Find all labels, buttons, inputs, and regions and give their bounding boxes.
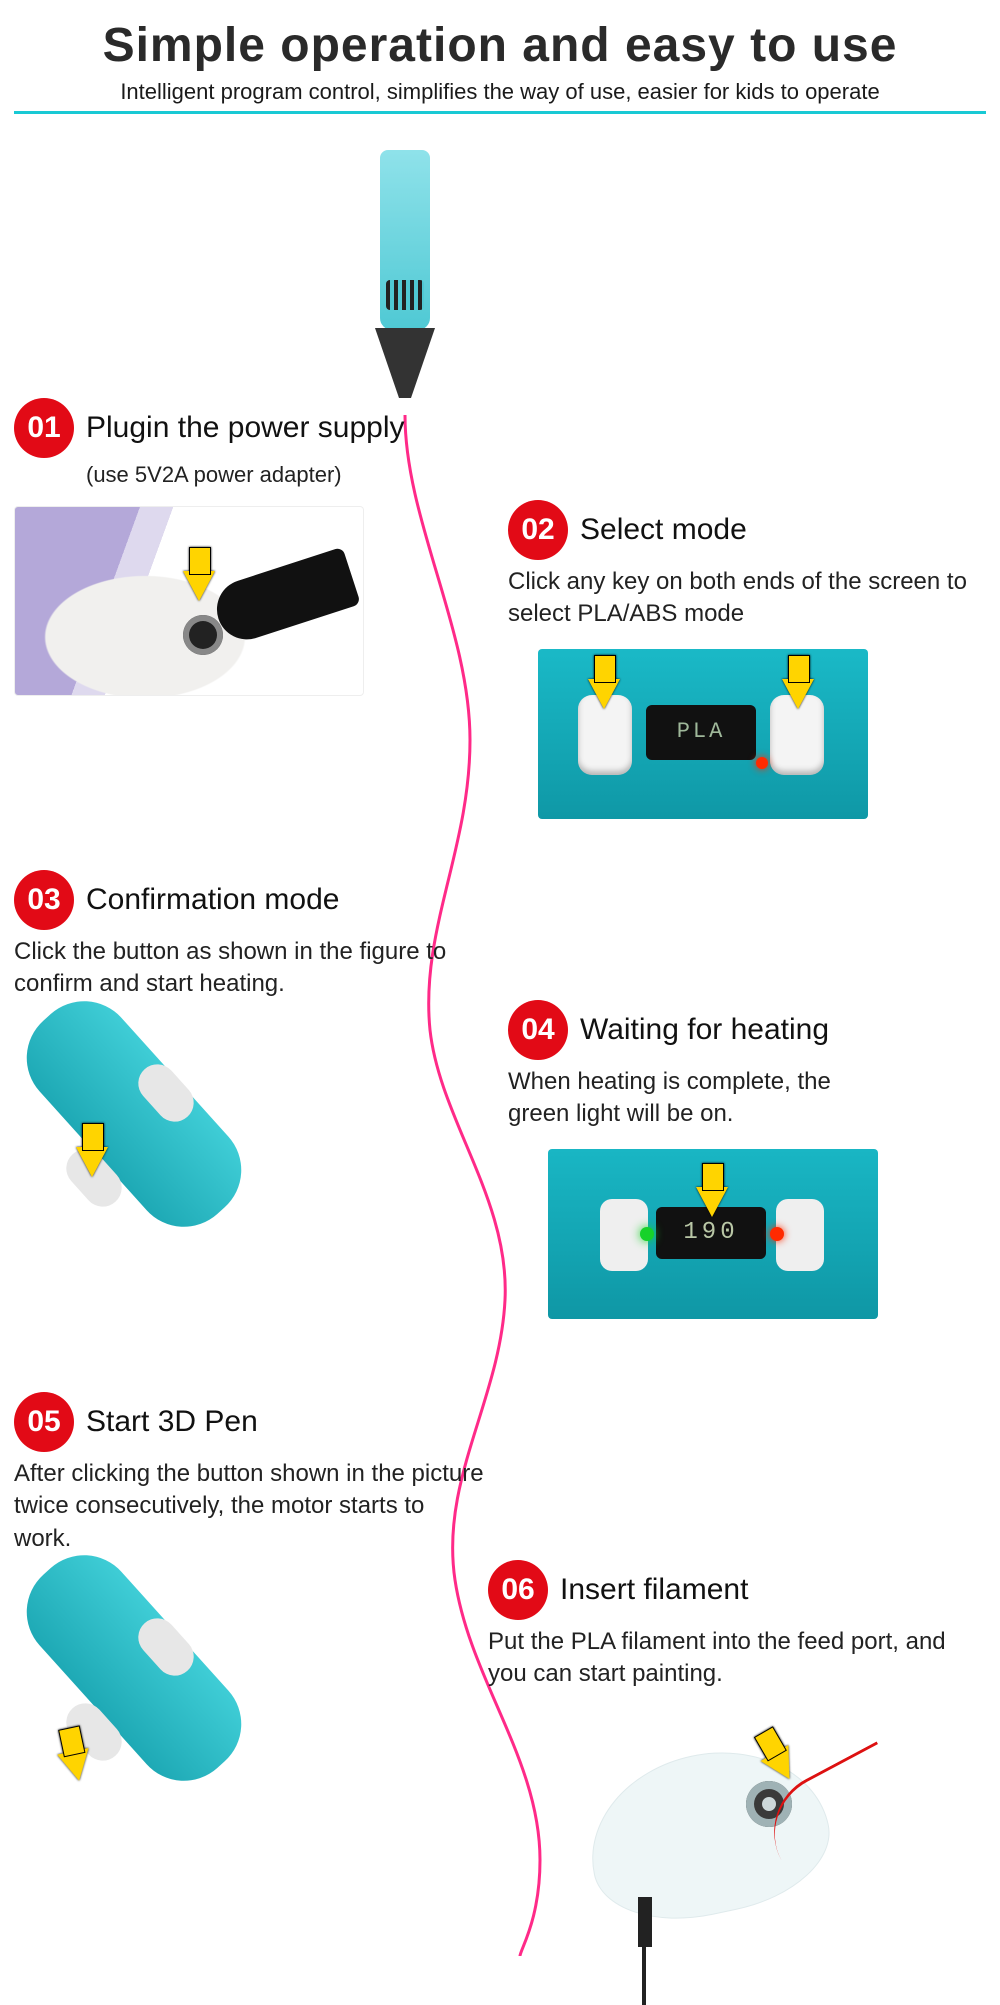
page-subtitle: Intelligent program control, simplifies … <box>0 79 1000 105</box>
arrow-down-icon <box>588 679 620 709</box>
arrow-down-icon <box>76 1147 108 1177</box>
photo-insert-filament <box>548 1709 878 1949</box>
photo-confirm-button <box>14 1019 264 1319</box>
step-05: 05 Start 3D Pen After clicking the butto… <box>14 1392 484 1878</box>
step-badge: 02 <box>508 500 568 560</box>
page-title: Simple operation and easy to use <box>0 18 1000 73</box>
step-desc: After clicking the button shown in the p… <box>14 1458 484 1555</box>
title-underline <box>14 111 986 114</box>
step-title: Plugin the power supply <box>86 411 405 445</box>
step-01: 01 Plugin the power supply (use 5V2A pow… <box>14 398 484 701</box>
header: Simple operation and easy to use Intelli… <box>0 0 1000 114</box>
step-title: Select mode <box>580 513 747 547</box>
photo-start-button <box>14 1573 264 1873</box>
step-06: 06 Insert filament Put the PLA filament … <box>488 1560 988 1954</box>
arrow-down-icon <box>57 1748 95 1784</box>
step-note: (use 5V2A power adapter) <box>86 462 484 488</box>
step-badge: 05 <box>14 1392 74 1452</box>
arrow-down-icon <box>183 571 215 601</box>
step-badge: 04 <box>508 1000 568 1060</box>
step-desc: Put the PLA filament into the feed port,… <box>488 1626 988 1691</box>
step-04: 04 Waiting for heating When heating is c… <box>508 1000 978 1324</box>
photo-power-plug <box>14 506 364 696</box>
step-title: Confirmation mode <box>86 883 339 917</box>
step-02: 02 Select mode Click any key on both end… <box>508 500 978 824</box>
photo-heating-lcd <box>548 1149 878 1319</box>
step-badge: 01 <box>14 398 74 458</box>
step-desc: Click any key on both ends of the screen… <box>508 566 978 631</box>
arrow-down-icon <box>696 1187 728 1217</box>
step-03: 03 Confirmation mode Click the button as… <box>14 870 484 1324</box>
step-badge: 03 <box>14 870 74 930</box>
step-title: Waiting for heating <box>580 1013 829 1047</box>
arrow-down-icon <box>782 679 814 709</box>
pen-illustration <box>350 150 460 410</box>
step-badge: 06 <box>488 1560 548 1620</box>
photo-select-mode <box>538 649 868 819</box>
step-title: Insert filament <box>560 1573 748 1607</box>
step-desc: Click the button as shown in the figure … <box>14 936 484 1001</box>
step-desc: When heating is complete, the green ligh… <box>508 1066 888 1131</box>
step-title: Start 3D Pen <box>86 1405 258 1439</box>
